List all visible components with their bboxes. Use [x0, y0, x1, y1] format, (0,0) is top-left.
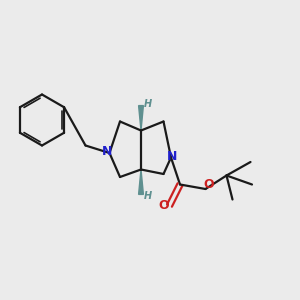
Text: O: O: [159, 199, 170, 212]
Text: H: H: [143, 99, 152, 109]
Text: N: N: [102, 145, 112, 158]
Polygon shape: [139, 106, 143, 130]
Polygon shape: [139, 169, 143, 194]
Text: H: H: [143, 191, 152, 201]
Text: O: O: [204, 178, 214, 191]
Text: N: N: [167, 149, 178, 163]
